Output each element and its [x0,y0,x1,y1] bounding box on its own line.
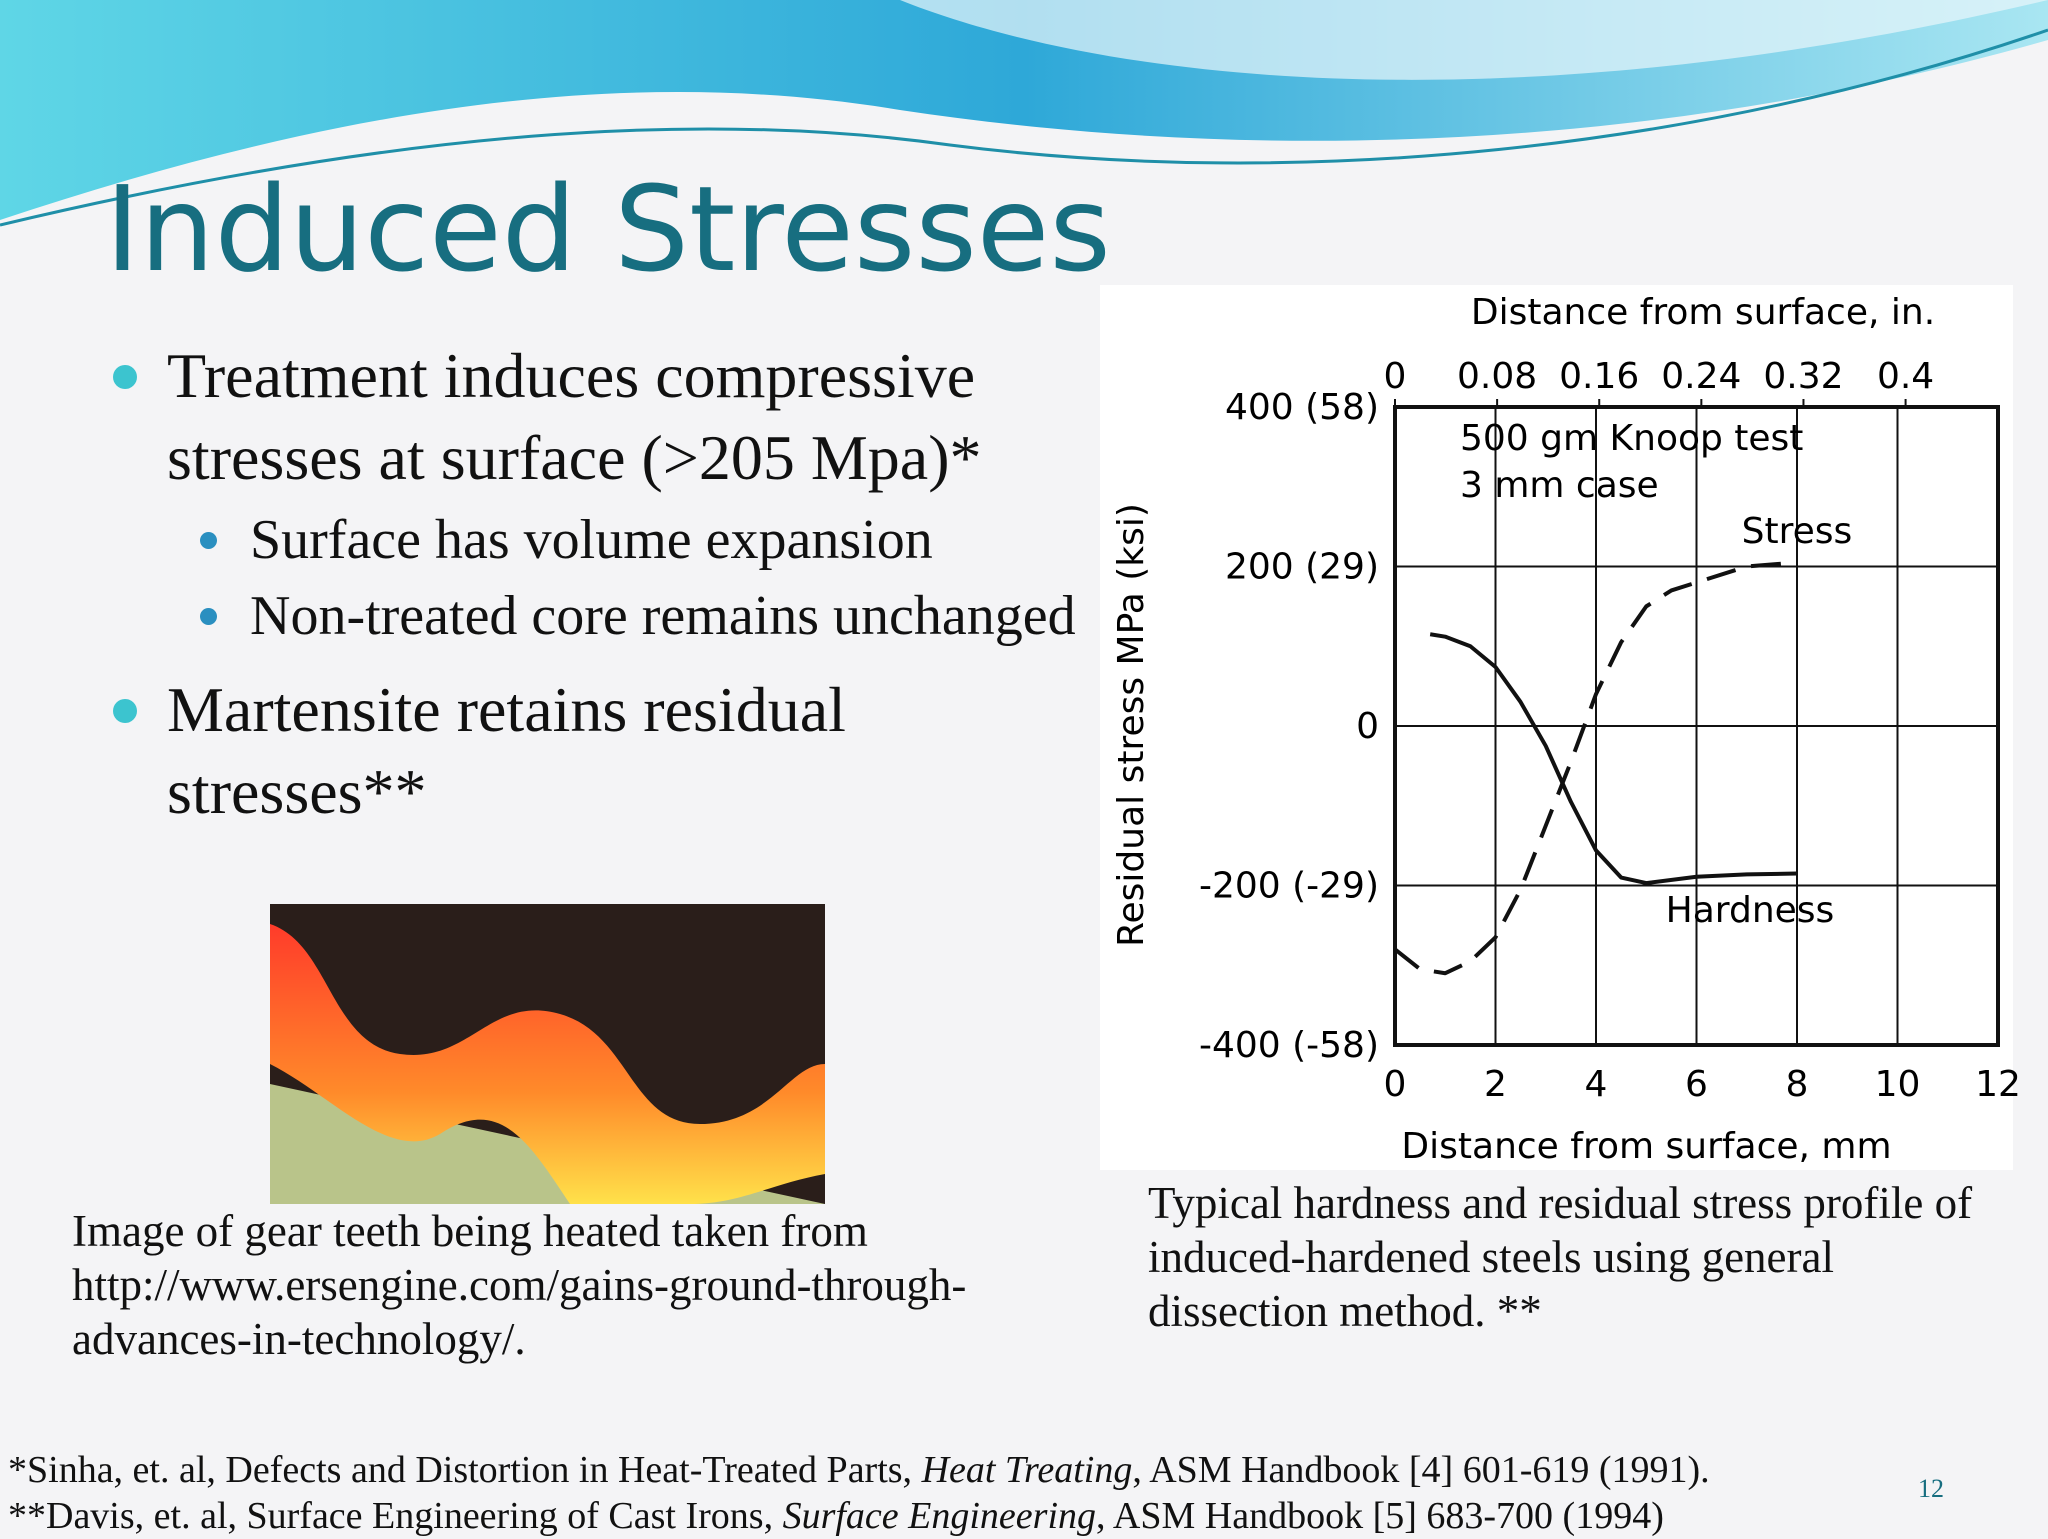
caption-line: advances-in-technology/. [72,1314,526,1364]
x-tick-label: 6 [1685,1064,1708,1105]
footnote-part: *Sinha, et. al, Defects and Distortion i… [8,1449,922,1491]
x2-tick-label: 0 [1384,356,1407,397]
x-tick-label: 0 [1384,1064,1407,1105]
x2-tick-label: 0.08 [1457,356,1537,397]
wave-line [0,28,2048,227]
figure-panel [1100,285,2013,1170]
caption-line: Typical hardness and residual stress pro… [1148,1178,1973,1228]
x-axis-label: Distance from surface, mm [1401,1126,1891,1167]
bullet: Treatment induces compressive stresses a… [105,335,1105,499]
annotation: 500 gm Knoop test [1460,418,1803,459]
x-tick-label: 10 [1875,1064,1921,1105]
plot-frame [1393,405,2000,1047]
footnotes: *Sinha, et. al, Defects and Distortion i… [8,1447,1710,1539]
sub-bullet: Surface has volume expansion [105,505,1105,575]
caption-line: Image of gear teeth being heated taken f… [72,1206,868,1256]
footnote-part: Surface Engineering [782,1495,1097,1537]
y-tick-label: -200 (-29) [1199,866,1379,907]
bullet: Martensite retains residual stresses** [105,669,1105,833]
y-tick-label: 200 (29) [1225,547,1379,588]
footnote-part: **Davis, et. al, Surface Engineering of … [8,1495,783,1537]
gear-photo [270,904,825,1204]
sub-bullet: Non-treated core remains unchanged [105,581,1105,651]
series-line [1429,632,1798,886]
header-waves [0,0,2048,227]
x2-tick-label: 0.32 [1763,356,1843,397]
caption-line: dissection method. ** [1148,1286,1542,1336]
y-axis-label: Residual stress MPa (ksi) [1111,503,1152,947]
y-tick-label: 400 (58) [1225,387,1379,428]
y-tick-label: 0 [1356,706,1379,747]
series-label: Hardness [1666,890,1835,931]
series-label: Stress [1742,511,1853,552]
caption-line: http://www.ersengine.com/gains-ground-th… [72,1260,967,1310]
annotation: 3 mm case [1460,465,1659,506]
x2-axis-label: Distance from surface, in. [1471,292,1935,333]
x-tick-label: 2 [1484,1064,1507,1105]
x-tick-label: 12 [1975,1064,2021,1105]
y-tick-label: -400 (-58) [1199,1025,1379,1066]
image-caption: Image of gear teeth being heated taken f… [72,1204,966,1366]
x-tick-label: 4 [1585,1064,1608,1105]
x-tick-label: 8 [1786,1064,1809,1105]
footnote-part: , ASM Handbook [5] 683-700 (1994) [1096,1495,1664,1537]
page-number: 12 [1918,1474,1944,1503]
wave [900,0,2048,80]
x2-tick-label: 0.4 [1877,356,1934,397]
x2-tick-label: 0.24 [1661,356,1741,397]
caption-line: induced-hardened steels using general [1148,1232,1834,1282]
photo-teeth [270,924,825,1204]
slide-title: Induced Stresses [105,160,1111,298]
footnote: *Sinha, et. al, Defects and Distortion i… [8,1447,1710,1493]
footnote-part: , ASM Handbook [4] 601-619 (1991). [1132,1449,1710,1491]
series-line [1393,560,1798,976]
bullet-list: Treatment induces compressive stresses a… [105,335,1105,833]
footnote-part: Heat Treating [921,1449,1133,1491]
figure-caption: Typical hardness and residual stress pro… [1148,1176,1972,1338]
footnote: **Davis, et. al, Surface Engineering of … [8,1493,1710,1539]
x2-tick-label: 0.16 [1559,356,1639,397]
